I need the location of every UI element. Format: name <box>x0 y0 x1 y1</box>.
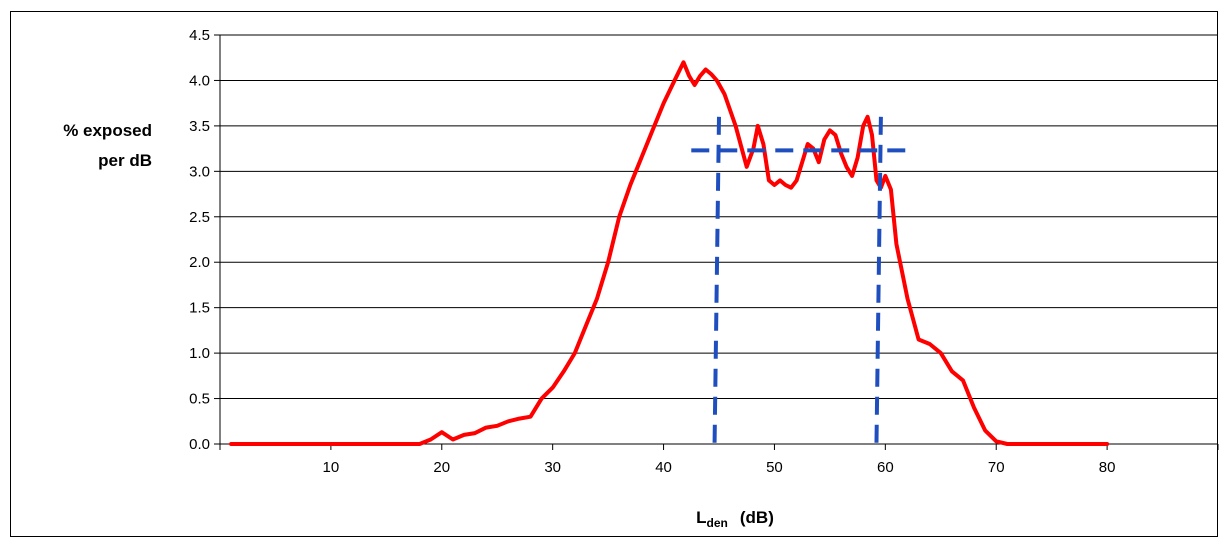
x-tick-label-3: 40 <box>655 459 672 476</box>
y-tick-label-6: 3.0 <box>189 163 210 180</box>
x-tick-label-1: 20 <box>433 459 450 476</box>
x-tick-labels: 10 20 30 40 50 60 70 80 <box>323 459 1116 476</box>
y-tick-label-3: 1.5 <box>189 300 210 317</box>
x-tick-label-5: 60 <box>877 459 894 476</box>
y-tick-label-8: 4.0 <box>189 72 210 89</box>
marker-vertical-line-0 <box>712 116 721 445</box>
y-tick-label-4: 2.0 <box>189 254 210 271</box>
x-axis-label: Lden (dB) <box>696 508 774 530</box>
series-group <box>229 60 1110 446</box>
x-tick-label-4: 50 <box>766 459 783 476</box>
marker-vertical-line-1 <box>874 116 883 445</box>
chart-frame <box>10 11 1218 537</box>
x-axis-label-unit: (dB) <box>740 508 774 527</box>
series-line-0 <box>229 60 1110 446</box>
x-tick-label-7: 80 <box>1099 459 1116 476</box>
y-axis-label-line2: per dB <box>98 151 152 170</box>
x-tick-label-2: 30 <box>544 459 561 476</box>
y-tick-label-2: 1.0 <box>189 345 210 362</box>
y-tick-label-7: 3.5 <box>189 118 210 135</box>
grid-lines <box>220 34 1218 400</box>
y-tick-labels: 0.0 0.5 1.0 1.5 2.0 2.5 3.0 3.5 4.0 4.5 <box>189 27 210 453</box>
x-tick-label-0: 10 <box>323 459 340 476</box>
x-axis-label-subscript: den <box>707 516 728 530</box>
x-axis-label-main: L <box>696 508 706 527</box>
y-tick-label-1: 0.5 <box>189 391 210 408</box>
x-tick-label-6: 70 <box>988 459 1005 476</box>
y-tick-label-9: 4.5 <box>189 27 210 44</box>
y-tick-label-0: 0.0 <box>189 436 210 453</box>
marker-lines <box>691 116 914 445</box>
y-axis-label-line1: % exposed <box>63 121 152 140</box>
y-tick-label-5: 2.5 <box>189 209 210 226</box>
